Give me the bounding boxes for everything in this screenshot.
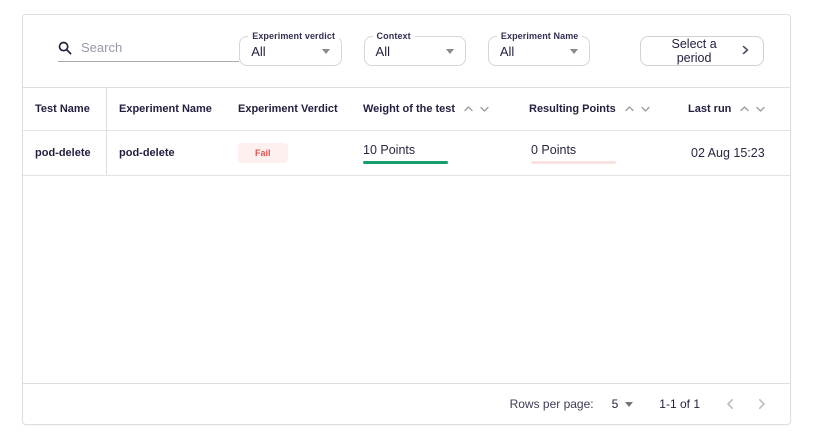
filter-group: Experiment verdict All Context All Exper… xyxy=(239,31,764,66)
filter-value: All xyxy=(251,43,266,59)
select-period-label: Select a period xyxy=(671,37,717,65)
previous-page-icon[interactable] xyxy=(726,398,734,410)
toolbar: Experiment verdict All Context All Exper… xyxy=(23,15,790,88)
column-header-experiment-name: Experiment Name xyxy=(119,103,212,115)
rows-per-page-label: Rows per page: xyxy=(509,397,594,411)
pagination-controls xyxy=(726,398,772,410)
filter-context[interactable]: Context All xyxy=(363,31,466,66)
filter-label: Context xyxy=(372,31,415,41)
cell-last-run: 02 Aug 15:23 xyxy=(673,131,790,175)
caret-down-icon xyxy=(445,48,454,54)
resulting-points-progress-bar xyxy=(531,160,616,164)
verdict-badge: Fail xyxy=(238,143,288,163)
sort-ascending-icon[interactable] xyxy=(463,105,474,113)
column-header-resulting-points: Resulting Points xyxy=(517,88,673,130)
next-page-icon[interactable] xyxy=(758,398,766,410)
filter-experiment-verdict[interactable]: Experiment verdict All xyxy=(239,31,342,66)
filter-value: All xyxy=(375,43,390,59)
table-header-row: Test Name Experiment Name Experiment Ver… xyxy=(23,88,790,131)
filter-label: Experiment verdict xyxy=(248,31,340,41)
weight-value: 10 Points xyxy=(363,142,416,157)
filter-experiment-name[interactable]: Experiment Name All xyxy=(487,31,591,66)
sort-controls xyxy=(463,105,490,113)
cell-test-name: pod-delete xyxy=(23,131,107,175)
table-empty-area xyxy=(23,176,790,383)
caret-down-icon xyxy=(625,401,634,407)
sort-ascending-icon[interactable] xyxy=(739,105,750,113)
rows-per-page: Rows per page: 5 xyxy=(510,397,634,411)
caret-down-icon xyxy=(321,48,330,54)
table-row[interactable]: pod-delete pod-delete Fail 10 Points 0 P… xyxy=(23,131,790,176)
sort-controls xyxy=(624,105,651,113)
search-input[interactable] xyxy=(81,40,240,55)
column-header-experiment-verdict: Experiment Verdict xyxy=(238,103,338,115)
chevron-right-icon xyxy=(742,44,749,58)
rows-per-page-select[interactable]: 5 xyxy=(612,397,634,411)
last-run-value: 02 Aug 15:23 xyxy=(691,146,765,160)
filter-value: All xyxy=(499,43,515,59)
pagination-range: 1-1 of 1 xyxy=(659,397,700,411)
sort-controls xyxy=(739,105,766,113)
column-header-weight: Weight of the test xyxy=(351,88,517,130)
caret-down-icon xyxy=(570,48,579,54)
sort-descending-icon[interactable] xyxy=(640,105,651,113)
column-header-test-name: Test Name xyxy=(23,88,107,130)
weight-progress-bar xyxy=(363,160,448,164)
cell-resulting-points: 0 Points xyxy=(517,131,673,175)
sort-ascending-icon[interactable] xyxy=(624,105,635,113)
results-table-card: Experiment verdict All Context All Exper… xyxy=(22,14,791,425)
rows-per-page-value: 5 xyxy=(611,397,619,411)
sort-descending-icon[interactable] xyxy=(479,105,490,113)
column-header-last-run: Last run xyxy=(673,88,790,130)
cell-experiment-name: pod-delete xyxy=(119,147,175,159)
resulting-points-value: 0 Points xyxy=(531,142,577,157)
search-box[interactable] xyxy=(58,40,240,62)
cell-weight: 10 Points xyxy=(351,131,517,175)
table-footer: Rows per page: 5 1-1 of 1 xyxy=(23,383,790,424)
sort-descending-icon[interactable] xyxy=(755,105,766,113)
select-period-button[interactable]: Select a period xyxy=(640,36,764,66)
search-icon xyxy=(58,41,72,55)
filter-label: Experiment Name xyxy=(496,31,583,41)
cell-experiment-verdict: Fail xyxy=(226,131,351,175)
